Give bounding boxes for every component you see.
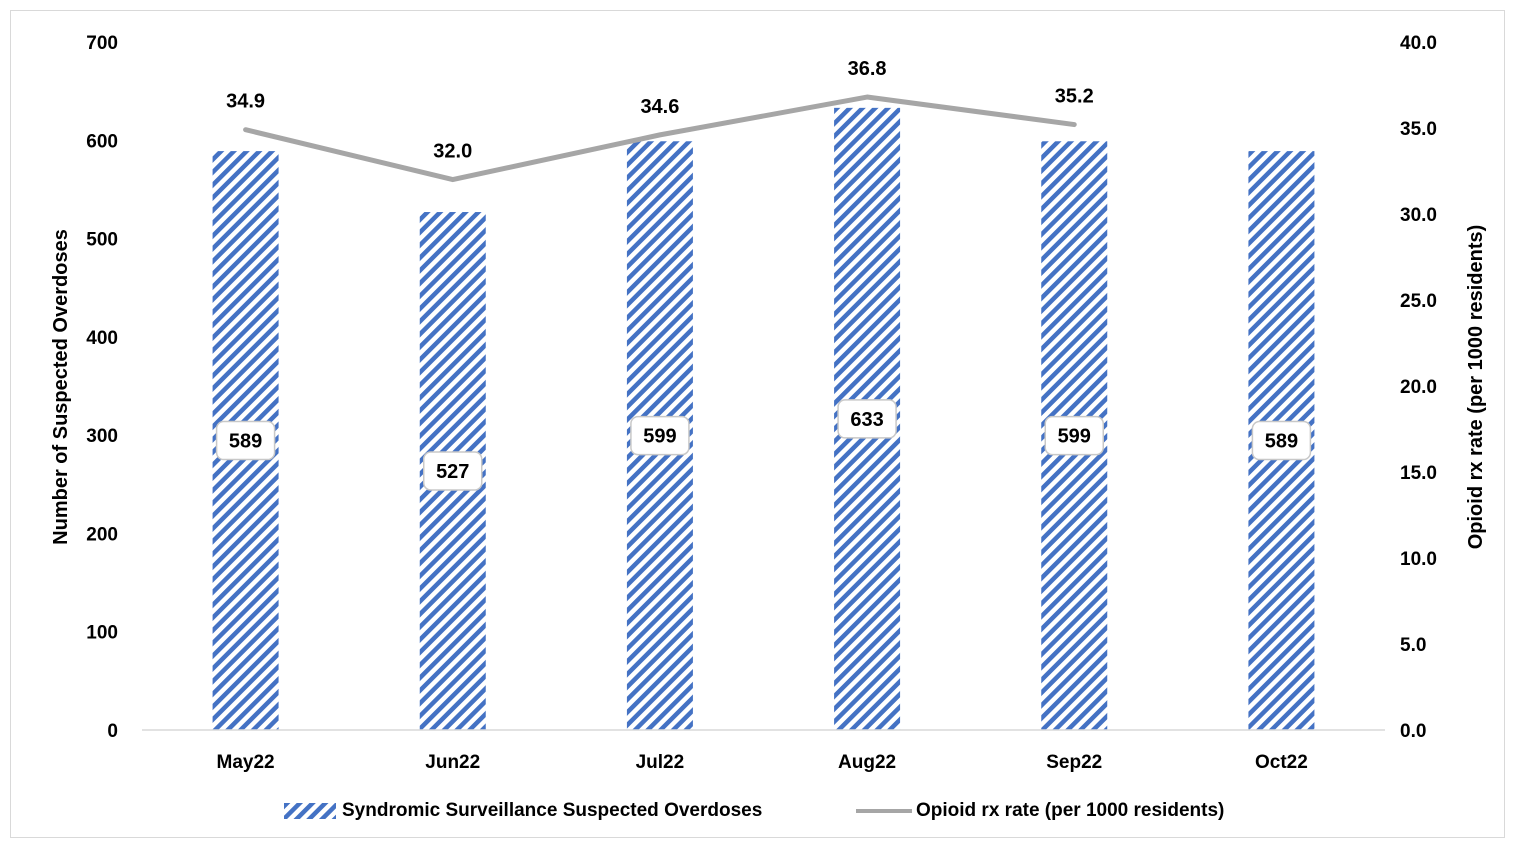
y2-tick-label: 40.0 (1400, 33, 1437, 54)
line-data-label: 34.6 (640, 96, 679, 118)
legend: Syndromic Surveillance Suspected Overdos… (0, 800, 1515, 830)
y-tick-label: 0 (107, 721, 118, 742)
legend-label-line: Opioid rx rate (per 1000 residents) (916, 800, 1225, 821)
bar-data-label: 589 (1251, 420, 1312, 461)
x-tick-label: Aug22 (838, 752, 896, 773)
bar-label-box (630, 415, 690, 456)
line-series (243, 94, 1077, 183)
chart-frame (10, 10, 1505, 838)
y2-tick-label: 5.0 (1400, 635, 1426, 656)
bar-series (212, 107, 1315, 731)
y2-tick-label: 0.0 (1400, 721, 1426, 742)
right-axis-ticks: 0.0 5.0 10.0 15.0 20.0 25.0 30.0 35.0 40.0 (1400, 33, 1437, 742)
y2-axis-title: Opioid rx rate (per 1000 residents) (1465, 225, 1487, 550)
legend-item-bars: Syndromic Surveillance Suspected Overdos… (284, 800, 762, 822)
y2-tick-label: 15.0 (1400, 463, 1437, 484)
y2-tick-label: 30.0 (1400, 205, 1437, 226)
legend-item-line: Opioid rx rate (per 1000 residents) (856, 800, 1224, 822)
bar-label-box (1044, 415, 1104, 456)
bar-label-text: 589 (229, 431, 262, 453)
bar-label-text: 599 (643, 426, 676, 448)
bar-data-label: 633 (837, 399, 897, 439)
legend-label-bars: Syndromic Surveillance Suspected Overdos… (342, 800, 763, 821)
y-tick-label: 500 (86, 230, 118, 251)
legend-swatch-hatched-bar (284, 803, 336, 819)
x-tick-label: Sep22 (1046, 752, 1102, 773)
y2-tick-label: 10.0 (1400, 549, 1437, 570)
bar-label-box (215, 420, 276, 461)
bar-data-label: 599 (1044, 415, 1104, 456)
line-data-label: 35.2 (1055, 86, 1094, 108)
x-axis-ticks: May22 Jun22 Jul22 Aug22 Sep22 Oct22 (217, 752, 1308, 773)
y2-tick-label: 25.0 (1400, 291, 1437, 312)
bar-label-box (837, 399, 897, 439)
bar-label-box (1251, 420, 1312, 461)
y-tick-label: 700 (86, 33, 118, 54)
x-tick-label: Jun22 (425, 752, 480, 773)
y-tick-label: 200 (86, 524, 118, 545)
bar-data-labels: 589 527 599 633 599 589 (215, 399, 1312, 491)
x-tick-label: Oct22 (1255, 752, 1308, 773)
bar-label-text: 599 (1058, 426, 1091, 448)
line-data-label: 36.8 (848, 58, 887, 80)
x-tick-label: Jul22 (636, 752, 685, 773)
y-tick-label: 600 (86, 131, 118, 152)
line-data-label: 34.9 (226, 91, 265, 113)
bar-label-text: 633 (850, 409, 883, 431)
y2-tick-label: 35.0 (1400, 119, 1437, 140)
bar-data-label: 527 (423, 451, 483, 491)
y2-tick-label: 20.0 (1400, 377, 1437, 398)
left-axis-ticks: 0 100 200 300 400 500 600 700 (86, 33, 118, 742)
x-tick-label: May22 (217, 752, 275, 773)
legend-swatch-line (856, 809, 912, 813)
opioid-rate-line (243, 94, 1077, 183)
y-tick-label: 100 (86, 623, 118, 644)
bar-label-box (423, 451, 483, 491)
bar-data-label: 589 (215, 420, 276, 461)
bar-label-text: 589 (1265, 431, 1298, 453)
y-axis-title: Number of Suspected Overdoses (50, 229, 72, 545)
y-tick-label: 400 (86, 328, 118, 349)
bar-data-label: 599 (630, 415, 690, 456)
line-data-labels: 34.9 32.0 34.6 36.8 35.2 (226, 58, 1094, 163)
bar-label-text: 527 (436, 461, 469, 483)
y-tick-label: 300 (86, 426, 118, 447)
line-data-label: 32.0 (433, 141, 472, 163)
